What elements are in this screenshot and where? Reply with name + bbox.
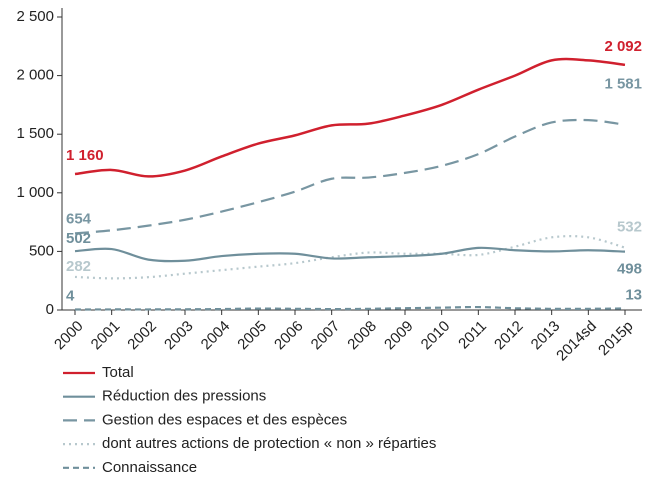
y-tick-label: 1 000 [16,184,54,201]
line [74,246,626,263]
legend-label: Réduction des pressions [102,388,266,405]
line [74,235,626,280]
x-tick-label: 2015p [595,318,637,360]
y-tick-label: 2 000 [16,67,54,84]
legend-label: dont autres actions de protection « non … [102,435,436,452]
legend-label: Gestion des espaces et des espèces [102,411,347,428]
data-label: 4 [66,287,75,304]
line [74,118,626,235]
x-tick-label: 2001 [88,318,124,354]
line [74,305,626,311]
data-label: 13 [625,286,642,303]
line [74,57,626,178]
legend-label: Total [102,364,134,381]
data-label: 2 092 [604,38,642,55]
x-tick-label: 2007 [308,318,344,354]
data-label: 1 160 [66,147,104,164]
x-tick-label: 2014sd [553,318,600,365]
data-label: 502 [66,230,91,247]
data-label: 498 [617,261,642,278]
x-tick-label: 2009 [381,318,417,354]
x-tick-label: 2005 [234,318,270,354]
y-tick-label: 500 [29,242,54,259]
x-tick-label: 2006 [271,318,307,354]
x-tick-label: 2008 [344,318,380,354]
data-label: 282 [66,258,91,275]
y-tick-label: 2 500 [16,8,54,25]
x-tick-label: 2010 [418,318,454,354]
x-tick-label: 2000 [51,318,87,354]
data-label: 654 [66,210,92,227]
y-tick-label: 1 500 [16,125,54,142]
data-label: 1 581 [604,76,642,93]
data-label: 532 [617,219,642,236]
y-tick-label: 0 [46,301,54,318]
x-tick-label: 2012 [491,318,527,354]
legend-label: Connaissance [102,459,197,476]
x-tick-label: 2004 [198,318,234,354]
x-tick-label: 2011 [455,318,490,353]
x-tick-label: 2002 [124,318,160,354]
x-tick-label: 2003 [161,318,197,354]
